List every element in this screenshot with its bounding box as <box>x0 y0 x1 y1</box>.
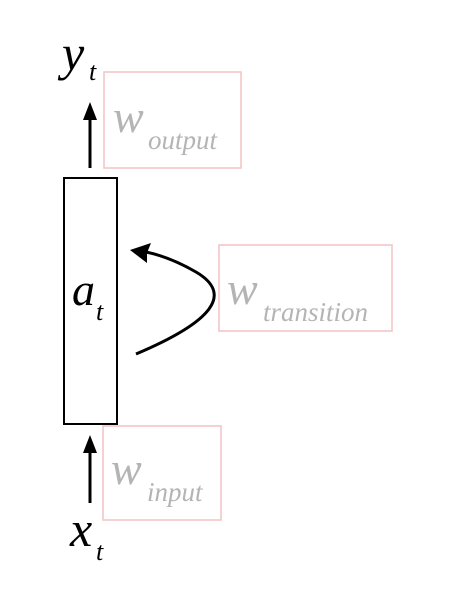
w-input-box: w input <box>102 425 222 521</box>
w-output-box: w output <box>103 71 242 169</box>
w-input-sub: input <box>147 477 204 507</box>
output-label: y t <box>57 25 97 86</box>
hidden-var-main: a <box>72 264 95 315</box>
w-output-sub: output <box>148 125 219 155</box>
w-transition-box: w transition <box>218 244 393 332</box>
input-label: x t <box>69 501 104 566</box>
input-var-sub: t <box>96 537 104 566</box>
transition-arrow <box>130 243 216 356</box>
w-transition-sub: transition <box>263 297 368 327</box>
w-transition-main: w <box>227 263 258 314</box>
output-arrow <box>83 102 97 168</box>
w-output-main: w <box>113 91 144 142</box>
output-var-main: y <box>57 25 85 81</box>
w-input-main: w <box>111 443 142 494</box>
input-var-main: x <box>69 501 92 557</box>
output-var-sub: t <box>89 57 97 86</box>
hidden-var-sub: t <box>96 297 104 326</box>
hidden-state-box: a t <box>63 177 118 425</box>
input-arrow <box>83 435 97 503</box>
